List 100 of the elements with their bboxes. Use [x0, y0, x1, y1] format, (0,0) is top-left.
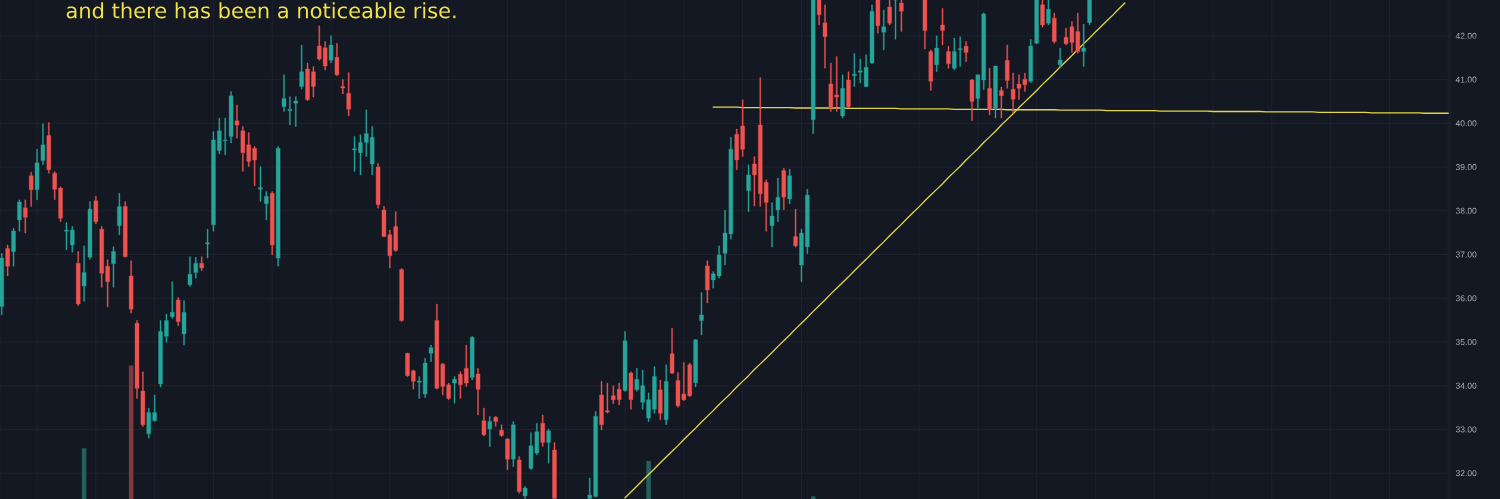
candlestick [775, 177, 781, 222]
candlestick [346, 72, 351, 117]
candlestick [328, 35, 334, 64]
candlestick [922, 0, 928, 50]
candlestick [963, 41, 969, 62]
candlestick [899, 0, 904, 32]
candlestick [793, 208, 798, 248]
candlestick [170, 281, 175, 319]
candlestick [999, 86, 1004, 119]
candlestick [517, 456, 522, 494]
candlestick [264, 191, 269, 221]
candlestick [511, 421, 516, 467]
candlestick [293, 96, 298, 127]
candlestick [852, 53, 857, 87]
candlestick [934, 35, 939, 72]
annotation: and there has been a noticeable rise. [66, 2, 456, 19]
candlestick [34, 148, 40, 201]
candlestick [946, 46, 951, 69]
candlestick [87, 201, 93, 260]
candlestick [205, 228, 210, 259]
candlestick [123, 201, 128, 258]
candlestick [175, 297, 181, 326]
candlestick [781, 168, 786, 211]
candlestick [940, 8, 945, 46]
candlestick [111, 246, 116, 288]
candlestick [493, 416, 498, 427]
candlestick [1040, 0, 1045, 28]
candlestick [428, 344, 434, 362]
candlestick [622, 331, 628, 392]
candlestick [258, 166, 263, 202]
y-tick-label: 42.00 [1455, 32, 1477, 39]
candlestick [522, 486, 528, 499]
candlestick [487, 416, 492, 447]
candlestick [1010, 72, 1016, 114]
candlestick [787, 169, 792, 204]
candlestick [769, 202, 775, 248]
candlestick [546, 428, 551, 464]
candlestick [993, 65, 998, 119]
candlestick [193, 256, 198, 279]
candlestick [705, 260, 710, 304]
candlestick [693, 339, 698, 388]
candlestick [81, 245, 87, 302]
candlestick [499, 424, 504, 437]
y-tick-label: 34.00 [1455, 382, 1477, 389]
candlestick [669, 327, 675, 375]
y-tick-label: 36.00 [1455, 295, 1477, 302]
candlestick [1046, 0, 1051, 26]
candlestick [287, 96, 293, 126]
candlestick [816, 0, 822, 26]
candlestick [228, 91, 234, 144]
candlestick [334, 43, 340, 76]
candlestick [505, 438, 510, 470]
candlestick [187, 256, 193, 287]
candlestick [281, 74, 287, 112]
candlestick [399, 268, 404, 322]
candlestick [869, 4, 875, 65]
candlestick [540, 414, 545, 447]
y-tick-label: 38.00 [1455, 207, 1477, 214]
candlestick [875, 0, 881, 34]
candlestick [128, 260, 134, 314]
candlestick [746, 164, 751, 212]
candlestick [1028, 39, 1033, 83]
candlestick [299, 44, 304, 90]
candlestick [1034, 0, 1039, 44]
candlestick [893, 0, 898, 40]
candlestick [46, 122, 51, 174]
candlestick [811, 0, 816, 134]
candlestick [840, 74, 845, 119]
candlestick [76, 251, 81, 306]
candlestick [17, 199, 22, 232]
candlestick [958, 36, 963, 67]
y-tick-label: 39.00 [1455, 164, 1477, 171]
candlestick [699, 292, 704, 336]
candlestick [199, 256, 204, 271]
y-tick-label: 37.00 [1455, 251, 1477, 258]
candlestick [822, 4, 828, 69]
y-tick-label: 40.00 [1455, 120, 1477, 127]
candlestick [93, 196, 99, 225]
candlestick [987, 68, 992, 116]
candlestick [181, 300, 187, 346]
candlestick [481, 407, 487, 437]
candlestick [952, 37, 957, 71]
candlestick [928, 49, 933, 91]
candlestick [552, 442, 557, 499]
candlestick [134, 320, 140, 399]
candlestick [1005, 44, 1010, 89]
y-tick-label: 32.00 [1455, 470, 1477, 477]
candlestick [1052, 12, 1057, 44]
candlestick [887, 0, 892, 26]
candlestick [1057, 47, 1063, 67]
candlestick [969, 78, 975, 121]
candlestick [117, 193, 122, 236]
candlestick [469, 336, 475, 381]
y-tick-label: 35.00 [1455, 338, 1477, 345]
candlestick [1081, 23, 1086, 67]
candlestick [340, 79, 345, 95]
candlestick [881, 9, 886, 51]
candlestick [658, 379, 663, 421]
y-tick-label: 41.00 [1455, 76, 1477, 83]
candlestick [628, 371, 634, 410]
